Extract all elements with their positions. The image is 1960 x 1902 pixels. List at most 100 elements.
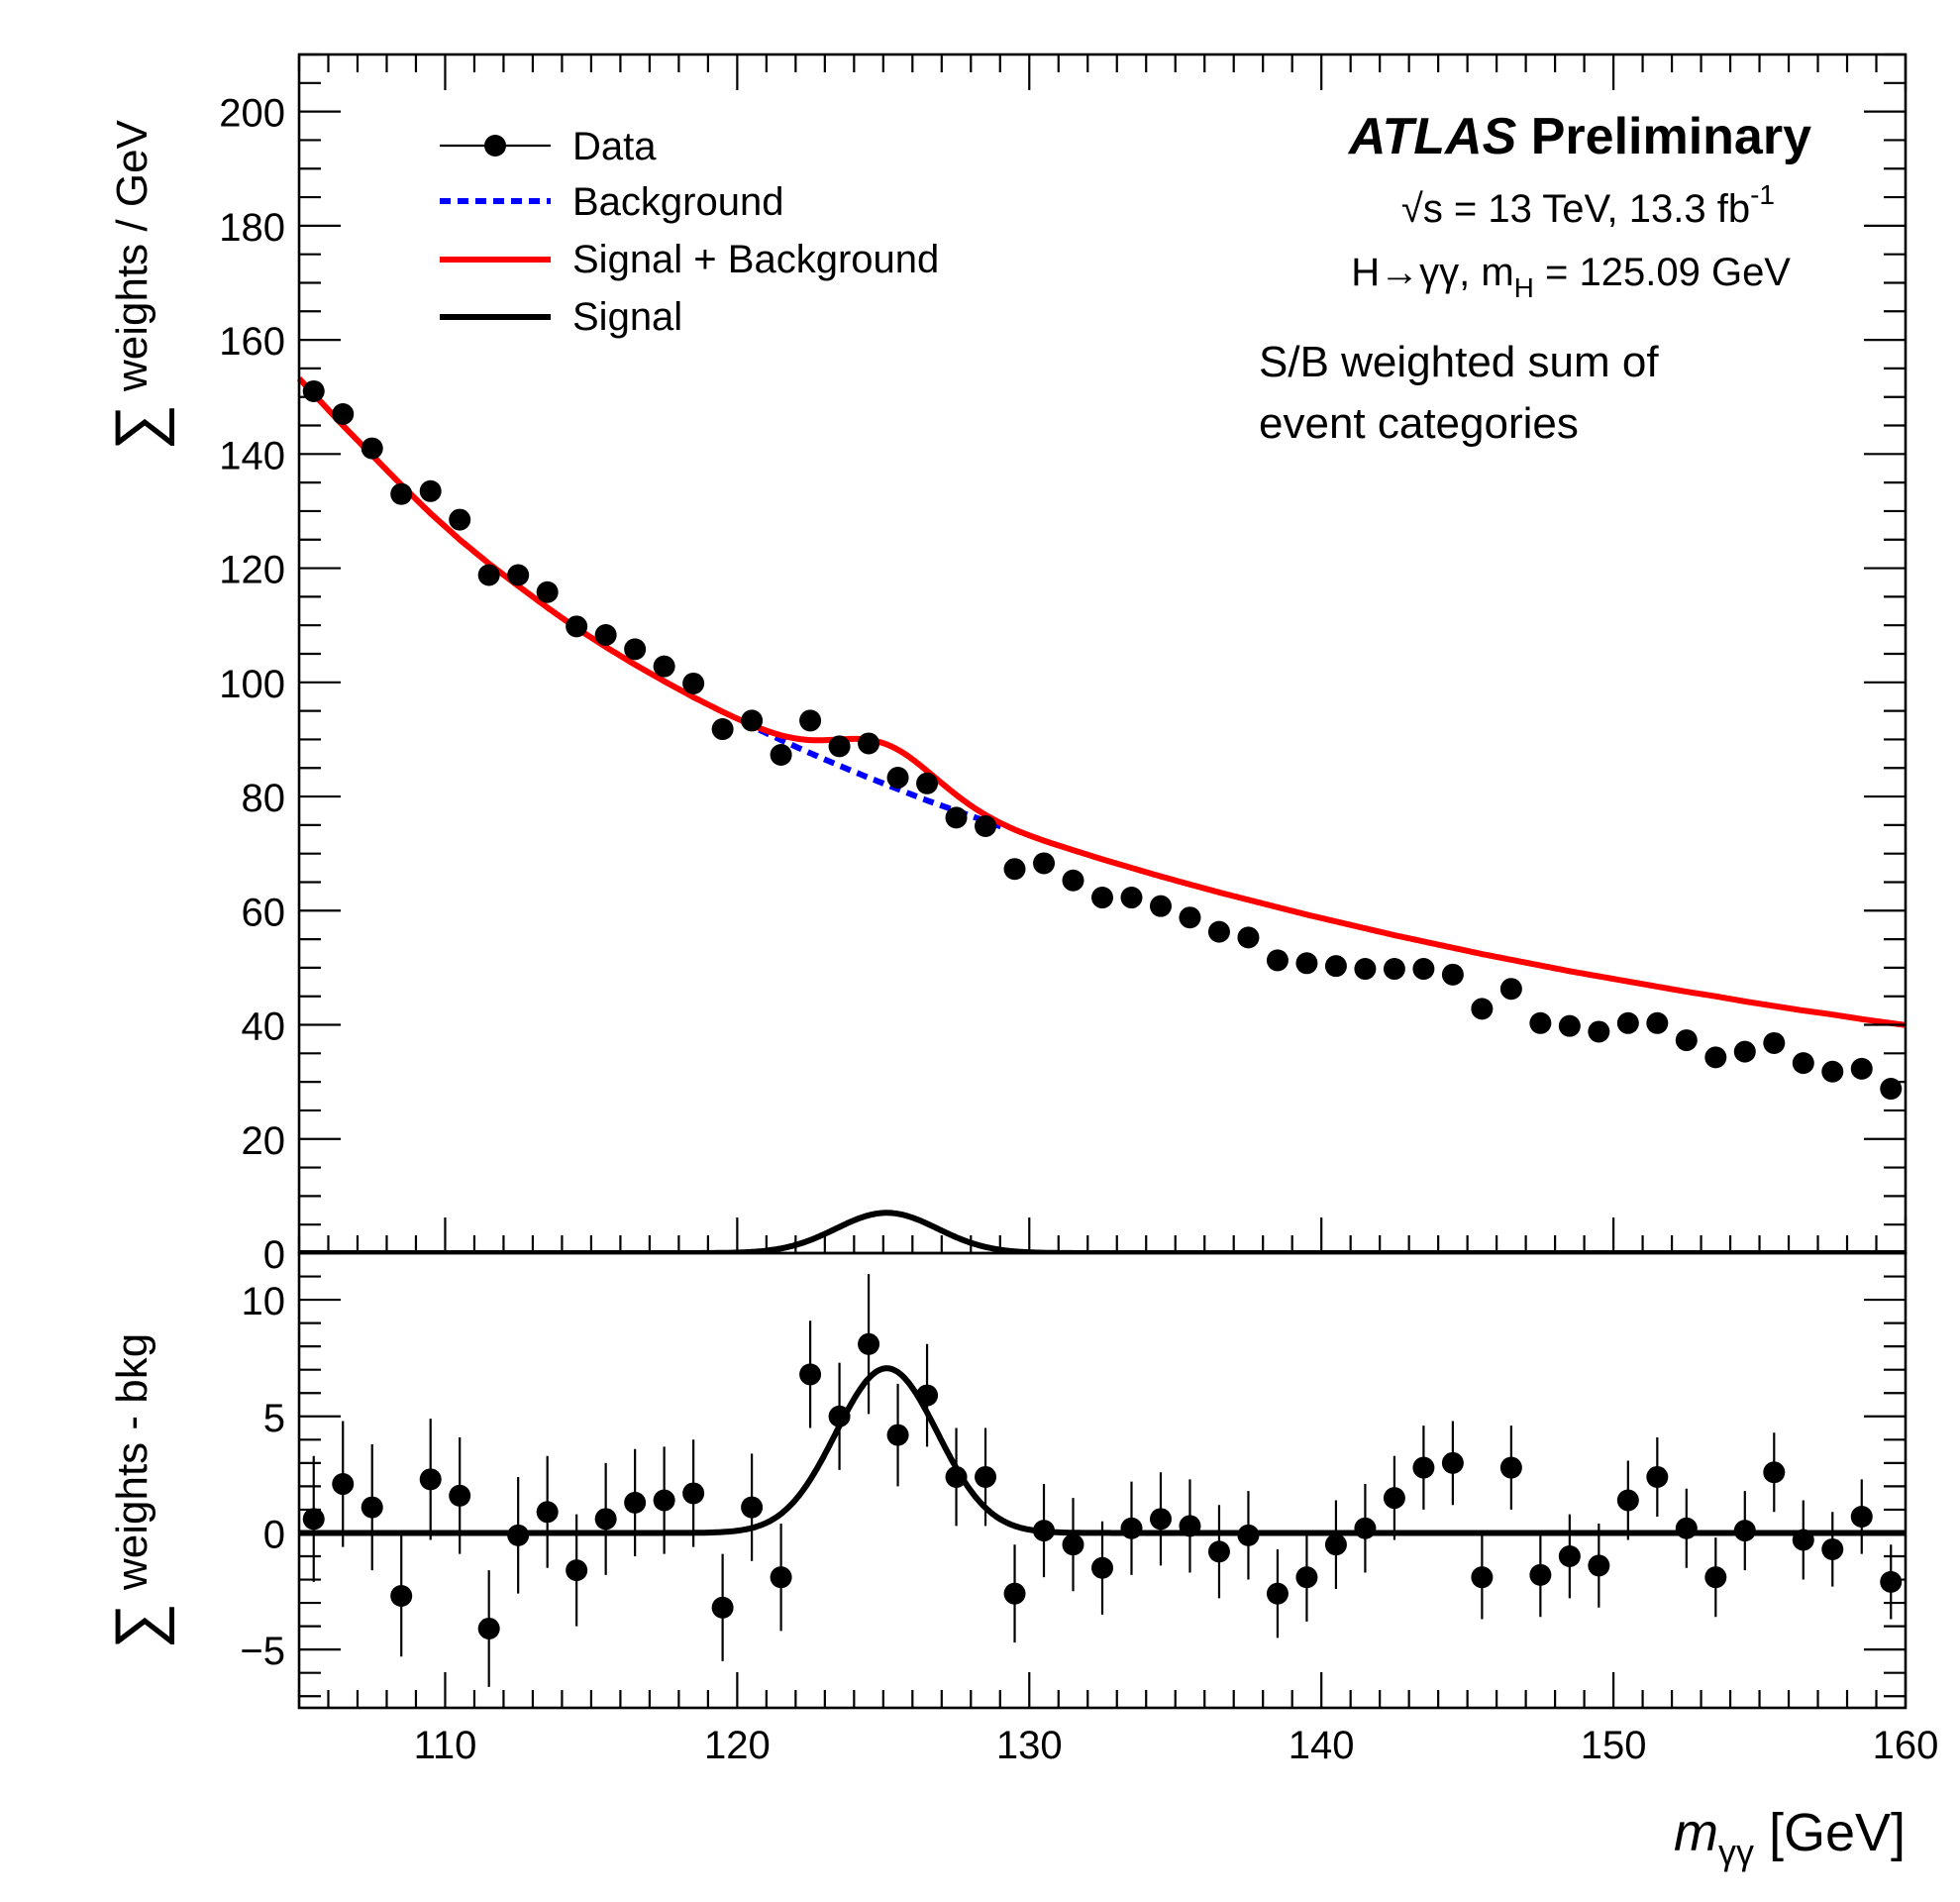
data-point bbox=[1324, 955, 1347, 978]
data-marker bbox=[1471, 998, 1494, 1020]
y-tick-label: 80 bbox=[242, 777, 286, 820]
data-marker bbox=[1529, 1011, 1552, 1034]
data-marker bbox=[1792, 1052, 1814, 1075]
data-marker bbox=[477, 564, 500, 586]
residual-marker bbox=[1179, 1515, 1201, 1537]
data-marker bbox=[1383, 958, 1405, 981]
data-point bbox=[1792, 1052, 1814, 1075]
legend-entry-signal: Signal bbox=[440, 295, 682, 339]
data-point bbox=[1383, 958, 1405, 981]
data-point bbox=[1763, 1031, 1786, 1054]
data-point bbox=[302, 379, 325, 402]
data-marker bbox=[1003, 858, 1026, 881]
data-point bbox=[536, 581, 559, 603]
data-marker bbox=[332, 403, 355, 425]
residual-point bbox=[1558, 1514, 1581, 1599]
data-marker bbox=[1207, 920, 1230, 943]
data-point bbox=[1880, 1078, 1903, 1101]
residual-point bbox=[653, 1446, 675, 1554]
data-point bbox=[682, 672, 705, 694]
y-tick-label: 140 bbox=[219, 434, 285, 477]
legend-entry-background: Background bbox=[440, 180, 783, 224]
residual-marker bbox=[1529, 1563, 1552, 1586]
residual-marker bbox=[1120, 1517, 1143, 1539]
residual-marker bbox=[1499, 1456, 1522, 1479]
residual-point bbox=[477, 1570, 500, 1687]
x-axis-title-main: m bbox=[1674, 1803, 1718, 1862]
data-marker bbox=[711, 718, 734, 741]
energy-lumi-text: √s = 13 TeV, 13.3 fb bbox=[1401, 187, 1750, 231]
residual-y-sum-symbol: ∑ bbox=[101, 1603, 174, 1649]
data-point bbox=[799, 709, 822, 732]
data-point bbox=[1062, 869, 1084, 892]
data-marker bbox=[1733, 1040, 1756, 1063]
y-tick-label: 200 bbox=[219, 92, 285, 136]
residual-point bbox=[1207, 1505, 1230, 1599]
signal-curve bbox=[299, 1210, 1906, 1253]
data-marker bbox=[858, 732, 880, 755]
channel-prefix: H→γγ, m bbox=[1351, 251, 1513, 294]
data-point bbox=[1237, 926, 1260, 949]
residual-marker bbox=[419, 1468, 442, 1491]
residual-marker bbox=[1324, 1533, 1347, 1556]
residual-marker bbox=[1149, 1508, 1172, 1531]
residual-point bbox=[711, 1553, 734, 1661]
y-tick-label: 20 bbox=[242, 1119, 286, 1163]
data-point bbox=[477, 564, 500, 586]
data-point bbox=[1033, 852, 1056, 875]
data-marker bbox=[741, 709, 764, 732]
x-axis-title: mγγ [GeV] bbox=[1674, 1803, 1906, 1872]
data-point bbox=[566, 615, 588, 638]
data-marker bbox=[1091, 887, 1113, 909]
residual-point bbox=[1763, 1432, 1786, 1513]
main-panel: 0 20 40 60 80 100 120 140 160 180 200 bbox=[219, 53, 1908, 1277]
data-point bbox=[828, 735, 851, 758]
note-line-2: event categories bbox=[1259, 399, 1579, 448]
data-marker bbox=[624, 638, 647, 661]
data-point bbox=[1646, 1011, 1669, 1034]
legend-signal-label: Signal bbox=[572, 295, 682, 339]
residual-point bbox=[449, 1436, 471, 1554]
data-point bbox=[449, 508, 471, 531]
residual-point bbox=[828, 1362, 851, 1470]
residual-point bbox=[1499, 1426, 1522, 1510]
data-marker bbox=[361, 437, 383, 460]
data-marker bbox=[1324, 955, 1347, 978]
channel-suffix: = 125.09 GeV bbox=[1534, 251, 1791, 294]
residual-marker bbox=[1850, 1505, 1873, 1528]
data-marker bbox=[799, 709, 822, 732]
data-point bbox=[1704, 1046, 1727, 1069]
residual-marker bbox=[741, 1496, 764, 1519]
legend-background-label: Background bbox=[572, 180, 783, 224]
residual-marker bbox=[1733, 1520, 1756, 1542]
residual-point bbox=[1412, 1426, 1435, 1510]
data-marker bbox=[1354, 958, 1377, 981]
residual-marker bbox=[1295, 1566, 1318, 1589]
residual-marker bbox=[449, 1484, 471, 1507]
data-point bbox=[1675, 1029, 1698, 1052]
data-marker bbox=[1033, 852, 1056, 875]
residual-point bbox=[1588, 1524, 1610, 1608]
main-y-sum-symbol: ∑ bbox=[101, 404, 174, 451]
residual-y-tick-label: −5 bbox=[240, 1630, 285, 1673]
residual-marker bbox=[332, 1473, 355, 1496]
data-marker bbox=[1266, 949, 1289, 972]
residual-marker bbox=[507, 1524, 530, 1546]
residual-marker bbox=[1471, 1566, 1494, 1589]
data-point bbox=[916, 772, 939, 794]
residual-marker bbox=[916, 1384, 939, 1407]
residual-marker bbox=[682, 1482, 705, 1505]
residual-marker bbox=[477, 1617, 500, 1639]
residual-marker bbox=[886, 1424, 909, 1446]
residual-y-label: weights - bkg bbox=[108, 1333, 156, 1591]
residual-marker bbox=[1441, 1451, 1464, 1474]
residual-point bbox=[1383, 1455, 1405, 1540]
y-tick-label: 60 bbox=[242, 891, 286, 934]
residual-point bbox=[1821, 1512, 1844, 1587]
residual-marker bbox=[828, 1405, 851, 1427]
data-point bbox=[1529, 1011, 1552, 1034]
x-axis-title-sub: γγ bbox=[1718, 1832, 1754, 1872]
residual-point bbox=[1733, 1491, 1756, 1571]
residual-marker bbox=[1383, 1487, 1405, 1510]
